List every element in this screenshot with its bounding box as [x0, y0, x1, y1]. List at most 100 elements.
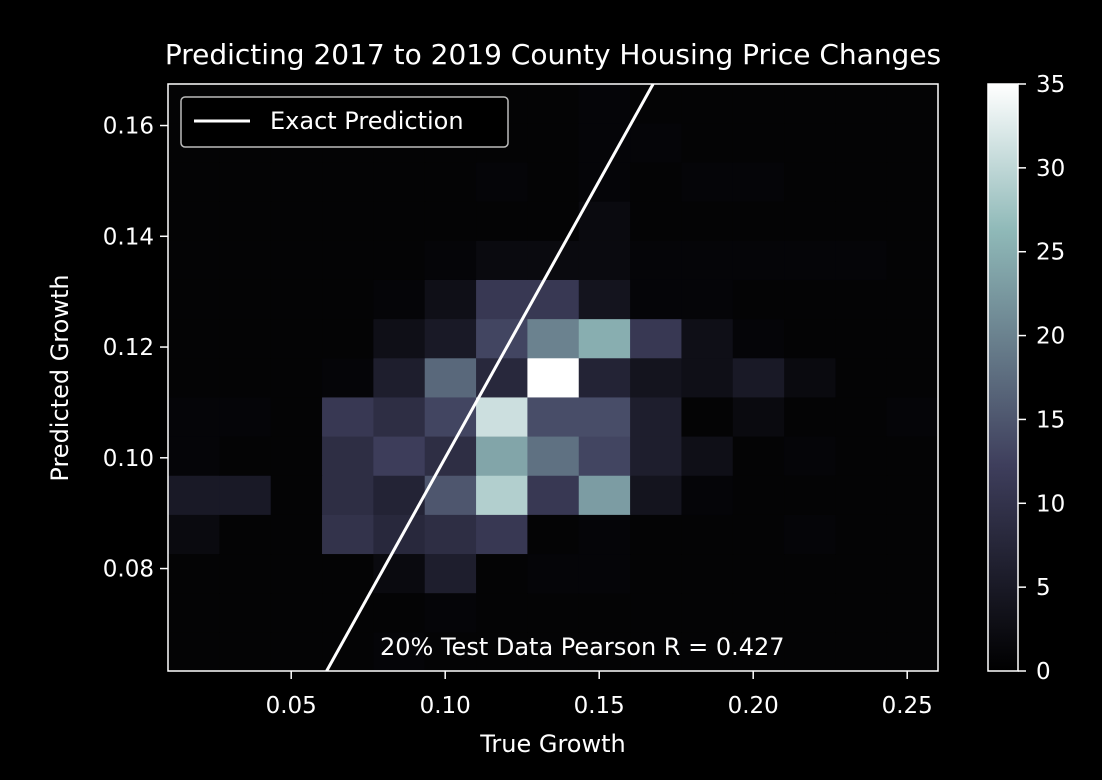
- heatmap-cell: [168, 514, 220, 555]
- heatmap-cell: [784, 240, 836, 280]
- heatmap-cell: [373, 318, 426, 359]
- heatmap-cell: [270, 162, 323, 202]
- heatmap-cell: [219, 201, 272, 241]
- heatmap-cell: [630, 84, 682, 124]
- heatmap-cell: [732, 240, 785, 280]
- heatmap-cell: [168, 279, 220, 320]
- heatmap-cell: [527, 514, 580, 555]
- heatmap-cell: [732, 396, 785, 437]
- heatmap-cell: [270, 514, 323, 555]
- heatmap-cell: [732, 162, 785, 202]
- heatmap-cell: [732, 201, 785, 241]
- heatmap-cell: [424, 436, 477, 476]
- heatmap-cell: [219, 357, 272, 398]
- heatmap-cell: [784, 279, 836, 320]
- heatmap-cell: [835, 84, 888, 124]
- y-tick-label: 0.08: [103, 557, 154, 583]
- heatmap-cell: [886, 84, 938, 124]
- heatmap-cell: [424, 240, 477, 280]
- heatmap-cell: [578, 240, 631, 280]
- heatmap-cell: [270, 240, 323, 280]
- heatmap-cell: [322, 318, 374, 359]
- heatmap-cell: [322, 162, 374, 202]
- heatmap-cell: [630, 592, 682, 633]
- heatmap-cell: [476, 475, 528, 515]
- heatmap-cell: [219, 514, 272, 555]
- heatmap-cell: [270, 553, 323, 594]
- heatmap-cell: [784, 318, 836, 359]
- heatmap-cell: [732, 475, 785, 515]
- heatmap-cell: [886, 475, 938, 515]
- x-tick-label: 0.10: [420, 693, 471, 719]
- heatmap-cell: [886, 162, 938, 202]
- x-tick-label: 0.25: [882, 693, 933, 719]
- heatmap-cell: [681, 631, 734, 671]
- heatmap-cell: [886, 514, 938, 555]
- x-tick-label: 0.05: [266, 693, 317, 719]
- legend: Exact Prediction: [180, 96, 509, 148]
- heatmap-cell: [732, 514, 785, 555]
- heatmap-cell: [527, 357, 580, 398]
- heatmap-cell: [630, 201, 682, 241]
- heatmap-cell: [270, 357, 323, 398]
- heatmap-cell: [630, 631, 682, 671]
- colorbar-tick-label: 0: [1036, 659, 1051, 685]
- heatmap-cell: [681, 162, 734, 202]
- heatmap-cell: [835, 240, 888, 280]
- colorbar-tick-label: 10: [1036, 491, 1065, 517]
- heatmap-cell: [476, 592, 528, 633]
- heatmap-cell: [168, 162, 220, 202]
- heatmap-cell: [578, 162, 631, 202]
- heatmap-cell: [835, 279, 888, 320]
- heatmap-cell: [322, 436, 374, 476]
- heatmap-cell: [527, 162, 580, 202]
- heatmap-cell: [270, 279, 323, 320]
- heatmap-cell: [424, 357, 477, 398]
- heatmap-cell: [578, 592, 631, 633]
- heatmap-cell: [578, 631, 631, 671]
- heatmap-cell: [168, 436, 220, 476]
- heatmap-cell: [219, 436, 272, 476]
- heatmap-cell: [578, 318, 631, 359]
- heatmap-cell: [424, 201, 477, 241]
- y-tick-label: 0.16: [103, 114, 154, 140]
- colorbar-tick-label: 25: [1036, 240, 1065, 266]
- heatmap-cell: [219, 475, 272, 515]
- heatmap-cell: [630, 318, 682, 359]
- heatmap-cell: [835, 201, 888, 241]
- colorbar-ticks: 0 5 10 15 20 25 30 35: [1018, 72, 1065, 685]
- heatmap-cell: [270, 318, 323, 359]
- x-axis-label: True Growth: [479, 730, 625, 758]
- heatmap-cell: [681, 122, 734, 163]
- heatmap-cell: [219, 553, 272, 594]
- heatmap-cell: [630, 396, 682, 437]
- heatmap-cell: [835, 514, 888, 555]
- heatmap-cell: [886, 240, 938, 280]
- heatmap-cell: [527, 240, 580, 280]
- heatmap-cell: [168, 553, 220, 594]
- heatmap-cell: [476, 631, 528, 671]
- heatmap-cell: [219, 162, 272, 202]
- heatmap-cell: [527, 436, 580, 476]
- heatmap-cell: [219, 396, 272, 437]
- heatmap-cell: [527, 201, 580, 241]
- heatmap-cell: [476, 514, 528, 555]
- heatmap-cell: [424, 279, 477, 320]
- heatmap-cell: [168, 201, 220, 241]
- heatmap-cell: [476, 357, 528, 398]
- chart-title: Predicting 2017 to 2019 County Housing P…: [165, 38, 941, 71]
- heatmap-cell: [527, 318, 580, 359]
- heatmap-cell: [630, 162, 682, 202]
- heatmap-cell: [681, 592, 734, 633]
- heatmap-cell: [835, 592, 888, 633]
- heatmap-cell: [784, 201, 836, 241]
- heatmap-cell: [322, 240, 374, 280]
- heatmap-cell: [630, 553, 682, 594]
- y-axis-label: Predicted Growth: [46, 274, 74, 481]
- heatmap-cell: [630, 240, 682, 280]
- colorbar-tick-label: 15: [1036, 407, 1065, 433]
- heatmap-cell: [681, 357, 734, 398]
- heatmap-cell: [424, 318, 477, 359]
- heatmap-cell: [168, 631, 220, 671]
